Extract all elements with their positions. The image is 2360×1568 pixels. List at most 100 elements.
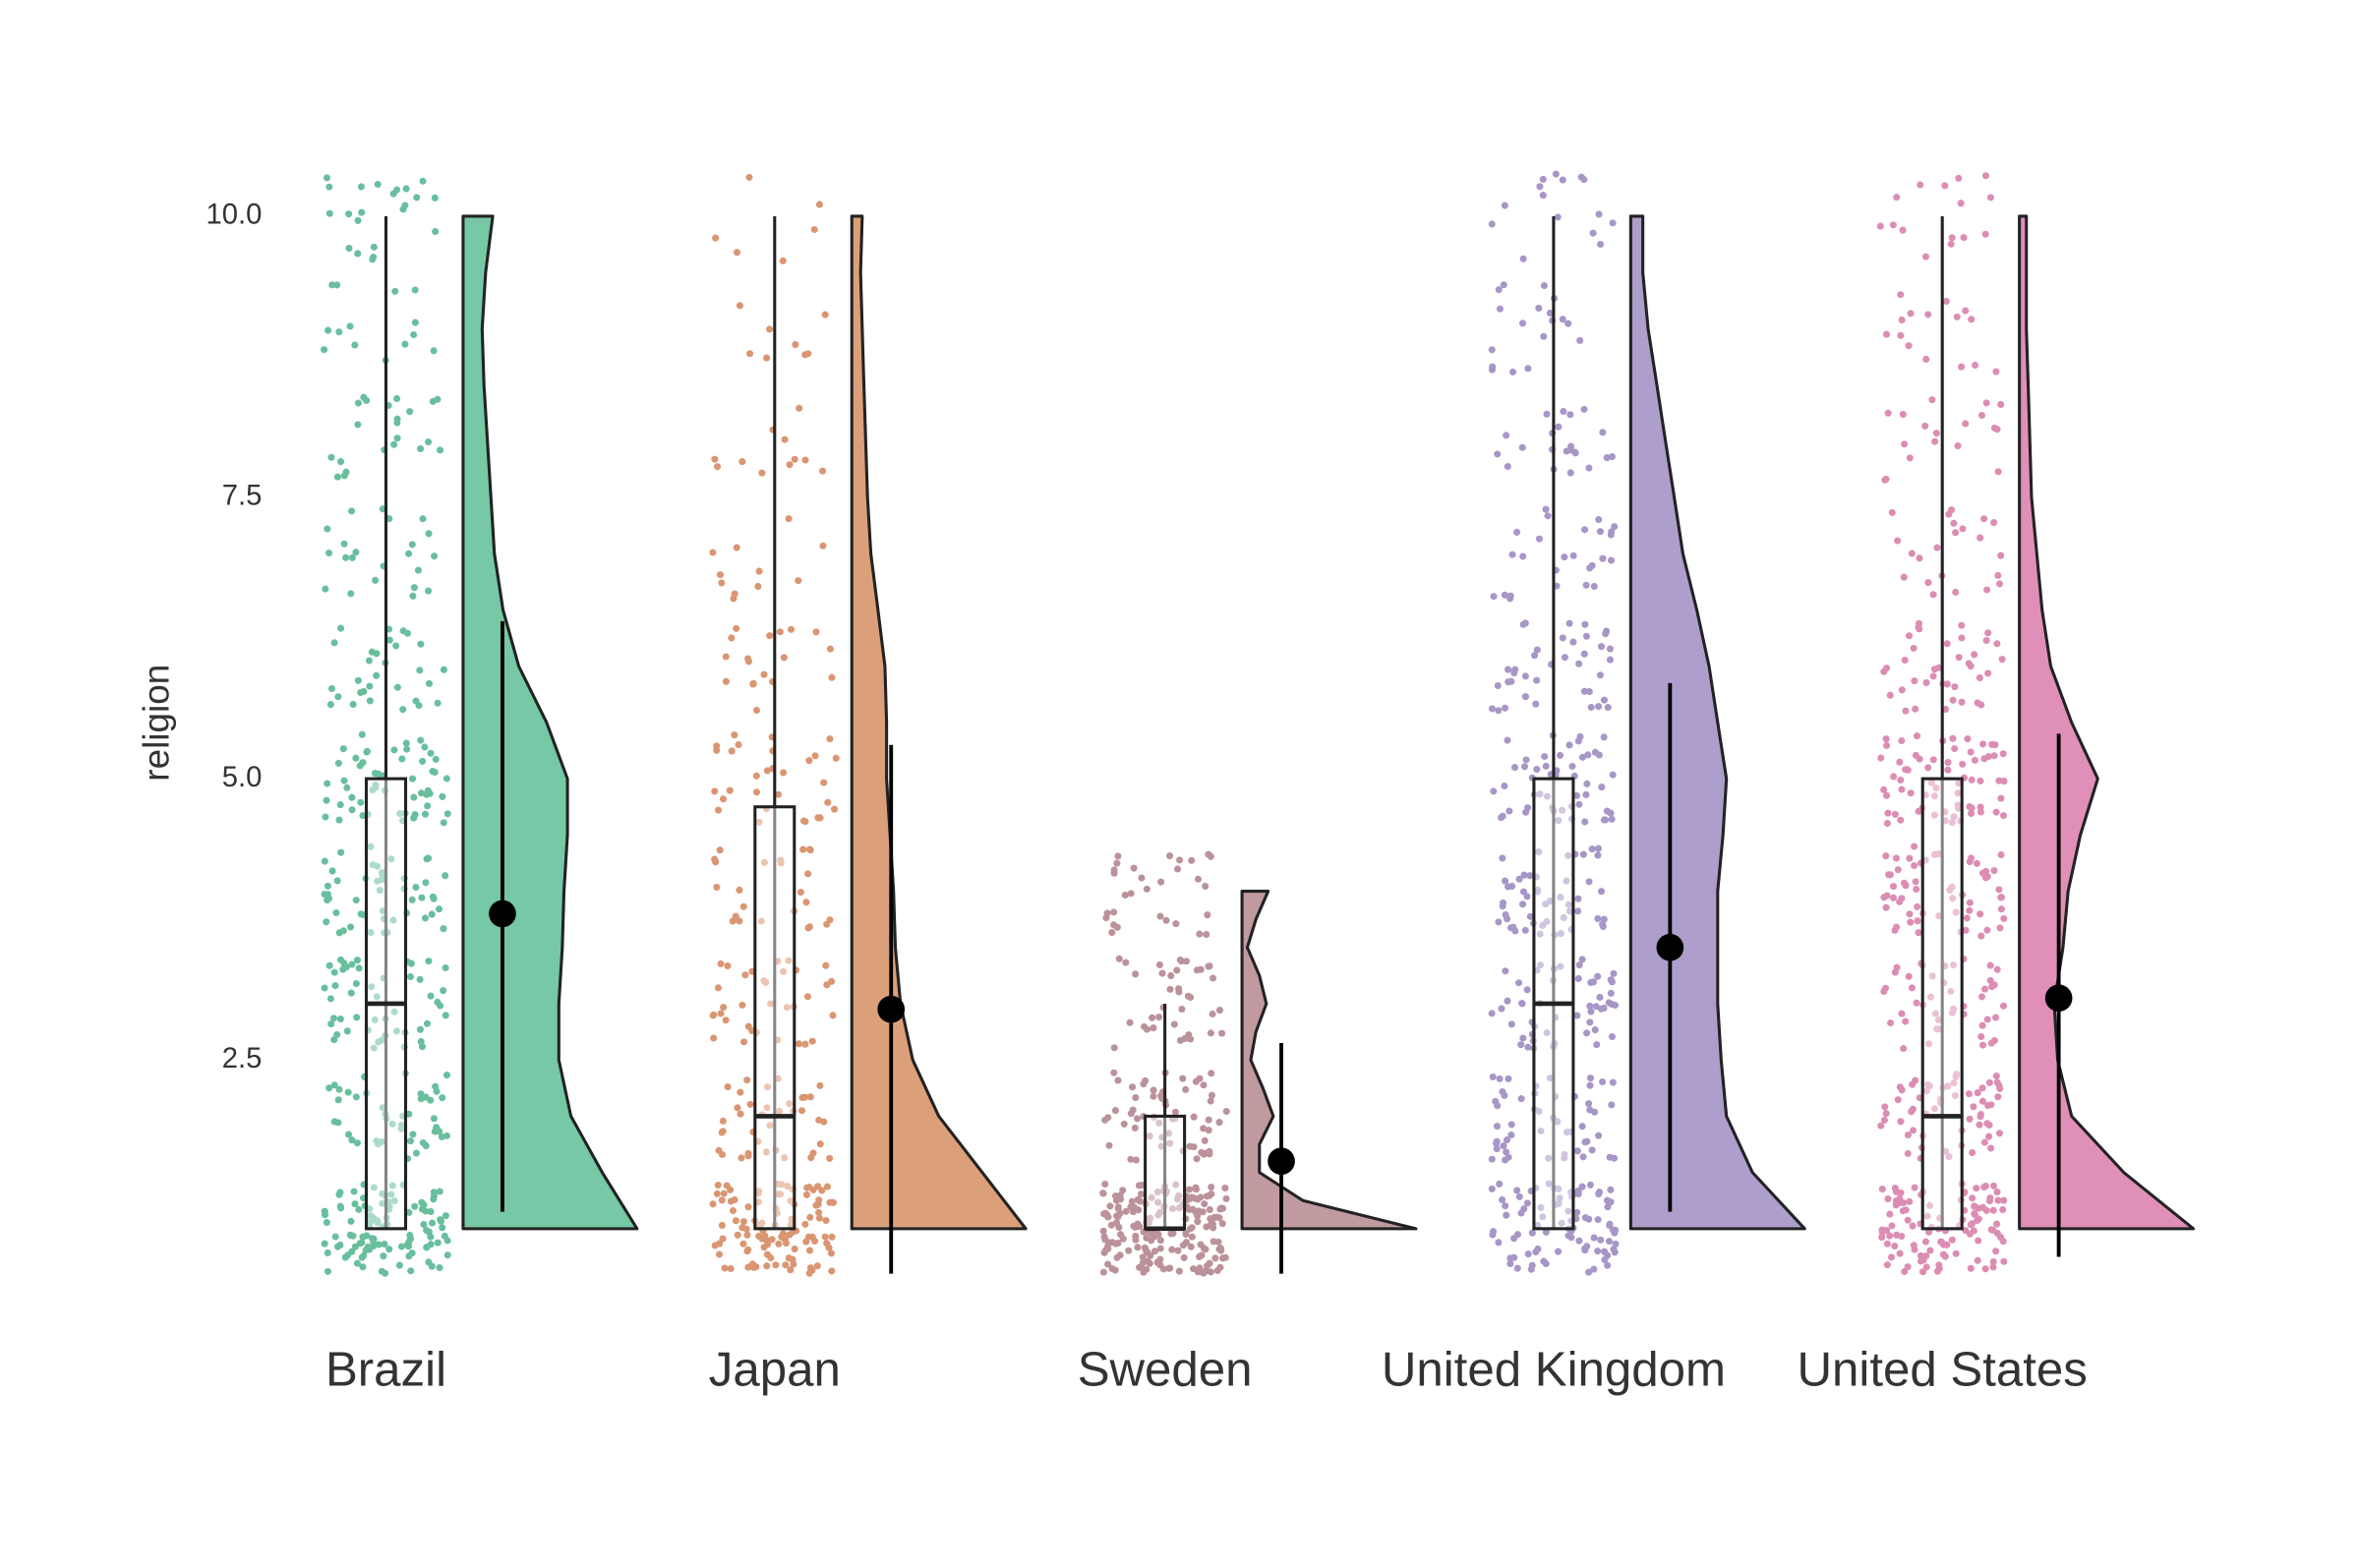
point [1157,878,1165,886]
point [1522,756,1530,764]
point [347,989,355,997]
point [1488,705,1496,713]
point [1923,1212,1931,1220]
point [340,777,348,784]
point [1173,966,1181,974]
point [1508,551,1516,558]
point [411,1202,419,1210]
point [1914,902,1921,910]
point [353,1014,361,1021]
point [344,1088,352,1096]
point [1977,993,1986,1001]
point [1600,915,1608,923]
point [321,857,328,865]
point [806,846,814,854]
point [717,1010,725,1017]
point [369,786,377,794]
point [1564,319,1572,327]
point [1154,1211,1162,1219]
point [1188,856,1196,864]
point [826,645,834,653]
point [1997,552,2005,559]
point [417,736,425,744]
point [787,1221,795,1229]
point [1911,1184,1918,1191]
point [1535,848,1543,856]
point [812,1201,820,1209]
point [1882,852,1890,860]
point [370,1235,378,1243]
point [335,1085,343,1093]
point [325,961,333,969]
point [1106,1202,1114,1210]
point [810,225,818,234]
point [352,1093,360,1101]
point [1524,1043,1532,1051]
point [1521,693,1529,701]
point [1532,1249,1540,1256]
point [430,347,438,355]
point [1994,468,2002,476]
point [402,739,410,747]
point [1181,1034,1189,1043]
point [1980,515,1988,523]
point [406,408,414,416]
point [1595,515,1603,524]
point [1918,1268,1927,1276]
point [709,549,717,556]
point [1950,813,1958,821]
point [1503,1148,1510,1156]
point [1504,462,1511,471]
point [371,770,379,778]
point [1981,985,1989,993]
point [1917,1251,1924,1259]
point [776,1191,785,1198]
point [1218,1029,1226,1037]
point [1880,668,1888,675]
point [709,1200,717,1208]
point [1166,1264,1174,1272]
point [828,673,836,681]
point [1201,1200,1209,1208]
point [733,544,740,552]
point [736,302,743,310]
point [743,1076,751,1084]
point [776,628,784,636]
point [768,1236,776,1244]
point [1885,871,1893,879]
point [1222,1107,1230,1116]
point [1892,854,1900,862]
point [2000,1257,2008,1265]
point [1916,755,1923,763]
point [336,801,344,809]
point [422,879,430,887]
point [1575,961,1583,969]
point [1612,1240,1620,1248]
point [1495,707,1503,715]
point [1566,469,1574,477]
point [736,886,743,895]
point [405,1208,413,1216]
point [1595,210,1603,218]
point [1540,282,1548,290]
point [1174,1247,1182,1254]
point [1564,1207,1572,1215]
point [1514,979,1523,987]
point [1588,561,1596,569]
point [785,957,793,964]
point [1215,1007,1223,1015]
point [1912,705,1919,713]
point [1533,676,1541,684]
point [1488,1010,1496,1017]
point [378,868,386,877]
point [1904,1149,1912,1157]
point [744,1149,752,1157]
point [1195,1207,1203,1215]
point [1116,1251,1124,1259]
point [1594,915,1602,923]
point [413,194,421,202]
point [1992,368,2000,376]
point [1881,1103,1889,1111]
point [1952,529,1960,537]
point [1506,1259,1514,1268]
